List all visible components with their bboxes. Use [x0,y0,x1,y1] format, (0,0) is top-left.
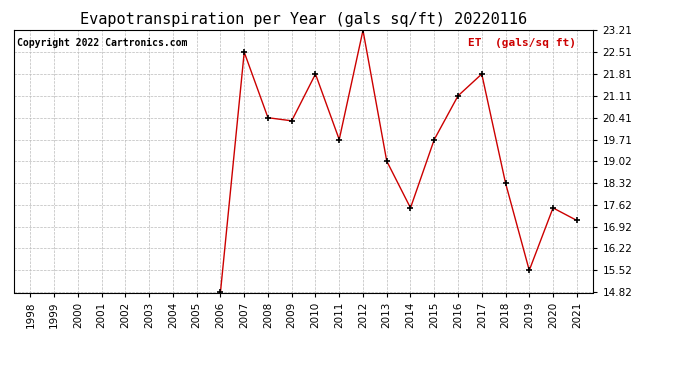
Title: Evapotranspiration per Year (gals sq/ft) 20220116: Evapotranspiration per Year (gals sq/ft)… [80,12,527,27]
Text: Copyright 2022 Cartronics.com: Copyright 2022 Cartronics.com [17,38,187,48]
Text: ET  (gals/sq ft): ET (gals/sq ft) [468,38,576,48]
